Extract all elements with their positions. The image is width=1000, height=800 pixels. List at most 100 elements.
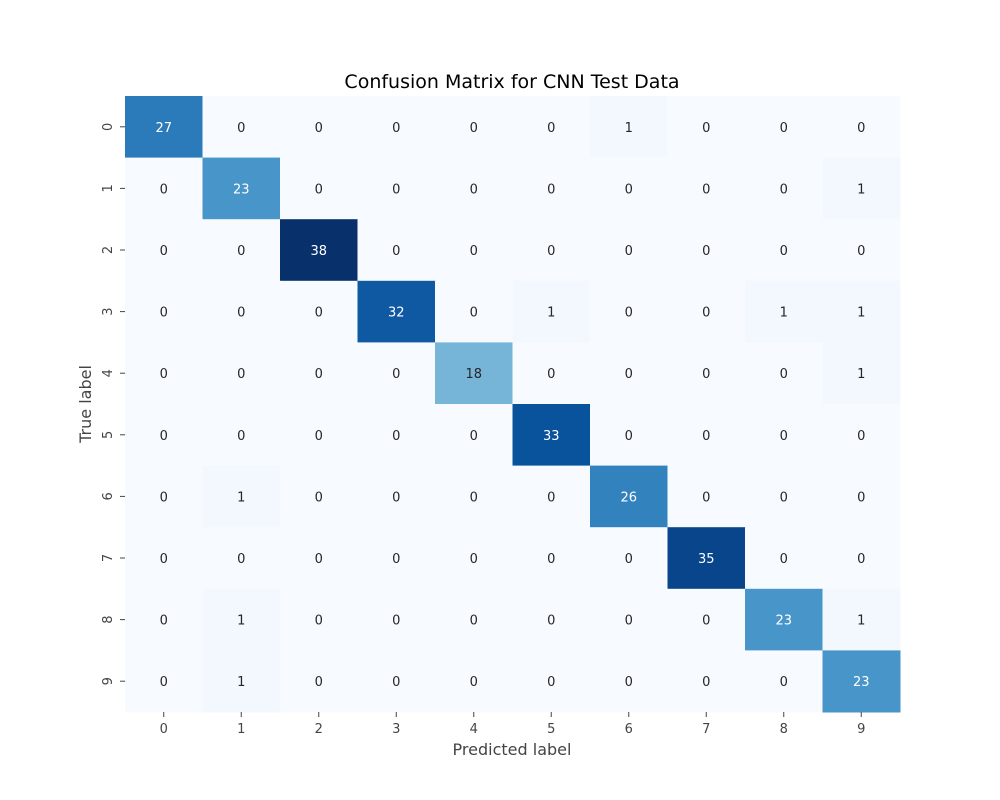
y-tick-label: 2 [101, 246, 116, 254]
cell-value-label: 0 [547, 552, 555, 567]
heatmap-cell [590, 465, 668, 528]
cell-value-label: 0 [470, 490, 478, 505]
chart-title: Confusion Matrix for CNN Test Data [344, 71, 679, 93]
cell-value-label: 0 [315, 490, 323, 505]
heatmap-cell [822, 280, 901, 343]
cell-value-label: 0 [702, 367, 710, 382]
cell-value-label: 0 [547, 614, 555, 629]
cell-value-label: 0 [392, 552, 400, 567]
cell-value-label: 0 [160, 306, 168, 321]
cell-value-label: 0 [470, 675, 478, 690]
heatmap-cells [125, 96, 901, 713]
y-tick-label: 6 [101, 492, 116, 500]
x-tick-label: 3 [392, 722, 400, 737]
heatmap-cell [822, 219, 901, 282]
heatmap-cell [512, 588, 591, 651]
heatmap-cell [357, 465, 436, 528]
heatmap-cell [745, 588, 823, 651]
cell-value-label: 0 [625, 306, 633, 321]
heatmap-cell [357, 527, 436, 590]
cell-value-label: 0 [160, 675, 168, 690]
heatmap-cell [202, 404, 281, 467]
heatmap-cell [822, 404, 901, 467]
heatmap-cell [357, 219, 436, 282]
cell-value-label: 1 [857, 306, 865, 321]
heatmap-cell [512, 219, 591, 282]
cell-value-label: 0 [780, 367, 788, 382]
cell-value-label: 0 [702, 244, 710, 259]
cell-value-label: 0 [857, 552, 865, 567]
heatmap-cell [745, 219, 823, 282]
heatmap-cell [667, 157, 746, 220]
cell-value-label: 0 [702, 182, 710, 197]
cell-value-label: 26 [620, 490, 637, 505]
heatmap-cell [202, 650, 281, 713]
heatmap-cell [202, 280, 281, 343]
heatmap-cell [667, 650, 746, 713]
cell-value-label: 0 [625, 429, 633, 444]
heatmap-cell [512, 342, 591, 405]
heatmap-cell [667, 588, 746, 651]
heatmap-cell [202, 588, 281, 651]
cell-value-label: 1 [780, 306, 788, 321]
cell-value-label: 0 [392, 182, 400, 197]
cell-value-label: 0 [315, 306, 323, 321]
heatmap-cell [667, 404, 746, 467]
heatmap-cell [435, 280, 513, 343]
y-tick-label: 7 [101, 554, 116, 562]
cell-value-label: 0 [702, 675, 710, 690]
heatmap-cell [667, 527, 746, 590]
heatmap-cell [590, 404, 668, 467]
heatmap-cell [745, 157, 823, 220]
cell-value-label: 0 [392, 121, 400, 136]
heatmap-cell [357, 588, 436, 651]
heatmap-cell [590, 650, 668, 713]
heatmap-cell [590, 96, 668, 159]
x-axis-ticks: 0 1 2 3 4 5 6 7 8 9 [160, 712, 865, 737]
cell-value-label: 27 [155, 121, 172, 136]
heatmap-cell [202, 465, 281, 528]
heatmap-cell [667, 280, 746, 343]
cell-value-label: 0 [160, 552, 168, 567]
cell-value-label: 0 [547, 182, 555, 197]
y-tick-label: 5 [101, 431, 116, 439]
heatmap-cell [667, 96, 746, 159]
cell-value-label: 0 [315, 367, 323, 382]
heatmap-cell [667, 342, 746, 405]
cell-value-label: 0 [780, 552, 788, 567]
heatmap-cell [357, 342, 436, 405]
cell-value-label: 0 [470, 244, 478, 259]
cell-value-label: 0 [160, 490, 168, 505]
cell-value-label: 0 [237, 429, 245, 444]
cell-value-label: 1 [547, 306, 555, 321]
cell-value-label: 1 [625, 121, 633, 136]
cell-value-label: 0 [702, 614, 710, 629]
heatmap-cell [745, 650, 823, 713]
heatmap-cell [745, 342, 823, 405]
heatmap-cell [667, 465, 746, 528]
cell-value-label: 0 [702, 429, 710, 444]
heatmap-cell [280, 219, 358, 282]
cell-value-label: 0 [160, 244, 168, 259]
heatmap-cell [822, 650, 901, 713]
heatmap-cell [512, 650, 591, 713]
heatmap-cell [590, 588, 668, 651]
heatmap-cell [590, 157, 668, 220]
heatmap-cell [745, 96, 823, 159]
cell-value-label: 1 [237, 614, 245, 629]
cell-value-label: 0 [625, 367, 633, 382]
cell-value-label: 0 [547, 367, 555, 382]
heatmap-cell [435, 588, 513, 651]
heatmap-cell [822, 465, 901, 528]
heatmap-cell [125, 280, 203, 343]
x-tick-label: 0 [160, 722, 168, 737]
cell-value-label: 0 [160, 182, 168, 197]
cell-value-label: 0 [780, 121, 788, 136]
y-tick-label: 9 [101, 677, 116, 685]
heatmap-cell [435, 404, 513, 467]
cell-value-label: 0 [857, 244, 865, 259]
heatmap-cell [125, 650, 203, 713]
heatmap-cell [202, 157, 281, 220]
cell-value-label: 0 [392, 490, 400, 505]
